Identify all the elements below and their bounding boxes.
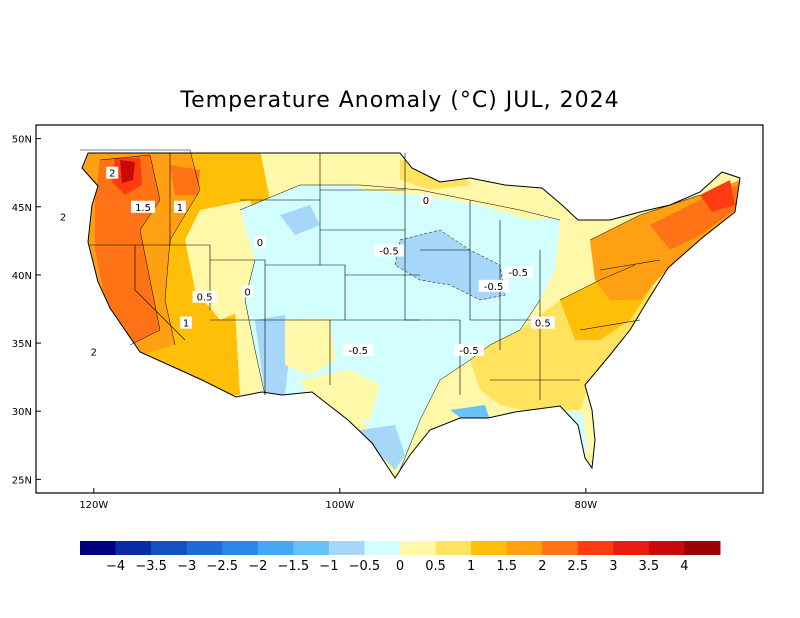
- contour-label-bg: [131, 200, 156, 213]
- colorbar-swatch: [506, 541, 543, 555]
- contour-label-bg: [106, 166, 119, 179]
- colorbar-swatch: [435, 541, 472, 555]
- contour-label-bg: [173, 200, 186, 213]
- map-frame: [35, 124, 764, 494]
- contour-label: 0: [257, 238, 263, 249]
- anomaly-region: [285, 318, 335, 375]
- colorbar-swatch: [115, 541, 152, 555]
- state-borders: [90, 153, 661, 400]
- lon-tick-label: 100W: [325, 500, 354, 511]
- contour-label: 0: [423, 196, 429, 207]
- contour-label-bg: [454, 343, 485, 356]
- contour-label: -0.5: [379, 246, 399, 257]
- contour-label-bg: [419, 193, 432, 206]
- contour-label-bg: [503, 266, 534, 279]
- colorbar-swatch: [151, 541, 188, 555]
- colorbar-swatch: [293, 541, 330, 555]
- contour-label-bg: [343, 343, 374, 356]
- colorbar-swatch: [364, 541, 401, 555]
- colorbar-tick-label: 3.5: [639, 559, 660, 574]
- colorbar-swatch: [222, 541, 259, 555]
- contour-label: 0.5: [535, 319, 551, 330]
- colorbar-tick-label: −0.5: [349, 559, 381, 574]
- anomaly-region: [120, 160, 135, 183]
- lon-tick-label: 120W: [79, 500, 108, 511]
- lon-tick-label: 80W: [575, 500, 598, 511]
- contour-label: 0: [244, 287, 250, 298]
- us-border: [81, 152, 741, 479]
- colorbar-tick-label: 4: [680, 559, 688, 574]
- anomaly-region: [360, 425, 405, 470]
- contour-label-bg: [192, 290, 217, 303]
- colorbar-swatch: [400, 541, 437, 555]
- contour-label-bg: [87, 345, 100, 358]
- contour-lines: [80, 149, 701, 471]
- contour-label: 2: [60, 212, 66, 223]
- colorbar-tick-label: −4: [106, 559, 125, 574]
- colorbar-swatch: [471, 541, 508, 555]
- colorbar-tick-label: −2.5: [206, 559, 238, 574]
- colorbar-tick-label: −3.5: [135, 559, 167, 574]
- colorbar-tick-label: −1.5: [278, 559, 310, 574]
- colorbar-swatch: [328, 541, 365, 555]
- contour-label-bg: [253, 236, 266, 249]
- anomaly-region: [700, 180, 735, 212]
- colorbar-tick-label: 2.5: [567, 559, 588, 574]
- contour-label: 2: [91, 347, 97, 358]
- colorbar: −4 −3.5 −3 −2.5 −2 −1.5 −1 −0.5 0 0.5 1 1.5 2 2.5 3 3.5…: [80, 541, 721, 574]
- lat-tick-label: 25N: [12, 475, 32, 486]
- lat-tick-label: 40N: [12, 271, 32, 282]
- anomaly-region: [280, 205, 320, 235]
- lat-tick-label: 50N: [12, 135, 32, 146]
- colorbar-swatch: [257, 541, 294, 555]
- colorbar-swatch: [186, 541, 223, 555]
- colorbar-tick-label: 1.5: [496, 559, 517, 574]
- contour-label: -0.5: [508, 268, 528, 279]
- colorbar-tick-label: 2: [538, 559, 546, 574]
- contour-label: 2: [109, 169, 115, 180]
- contour-label: -0.5: [484, 282, 504, 293]
- colorbar-tick-label: −2: [248, 559, 267, 574]
- lat-tick-label: 45N: [12, 203, 32, 214]
- contour-label-bg: [57, 210, 70, 223]
- colorbar-tick-label: −1: [319, 559, 338, 574]
- longitude-axis: 120W 100W 80W: [79, 488, 597, 511]
- map-title: Temperature Anomaly (°C) JUL, 2024: [180, 88, 620, 113]
- colorbar-swatch: [684, 541, 721, 555]
- contour-label: 0.5: [197, 293, 213, 304]
- colorbar-swatch: [648, 541, 685, 555]
- contour-labels: 2 1.5 1 2 0 0 -0.5 -0.5 -0.5 0.5 0 1 2 -0.5 -0.5 0.5: [57, 166, 555, 358]
- contour-label: 1: [177, 203, 183, 214]
- contour-label-bg: [241, 285, 254, 298]
- lat-tick-label: 30N: [12, 407, 32, 418]
- colorbar-tick-label: 1: [467, 559, 475, 574]
- colorbar-tick-label: 0: [396, 559, 404, 574]
- contour-label: -0.5: [349, 346, 369, 357]
- contour-label-bg: [374, 244, 405, 257]
- colorbar-swatch: [542, 541, 579, 555]
- colorbar-swatch: [577, 541, 614, 555]
- colorbar-swatch: [80, 541, 117, 555]
- contour-label-bg: [530, 316, 555, 329]
- colorbar-tick-label: −3: [177, 559, 196, 574]
- colorbar-tick-label: 3: [609, 559, 617, 574]
- anomaly-region: [255, 315, 290, 395]
- colorbar-tick-label: 0.5: [425, 559, 446, 574]
- contour-label-bg: [478, 279, 509, 292]
- anomaly-region: [170, 165, 200, 195]
- anomaly-region: [395, 230, 505, 300]
- contour-label: -0.5: [459, 346, 479, 357]
- contour-label-bg: [180, 316, 193, 329]
- latitude-axis: 50N 45N 40N 35N 30N 25N: [12, 135, 41, 486]
- colorbar-swatch: [613, 541, 650, 555]
- contour-label: 1: [183, 319, 189, 330]
- contour-label: 1.5: [135, 203, 151, 214]
- lat-tick-label: 35N: [12, 339, 32, 350]
